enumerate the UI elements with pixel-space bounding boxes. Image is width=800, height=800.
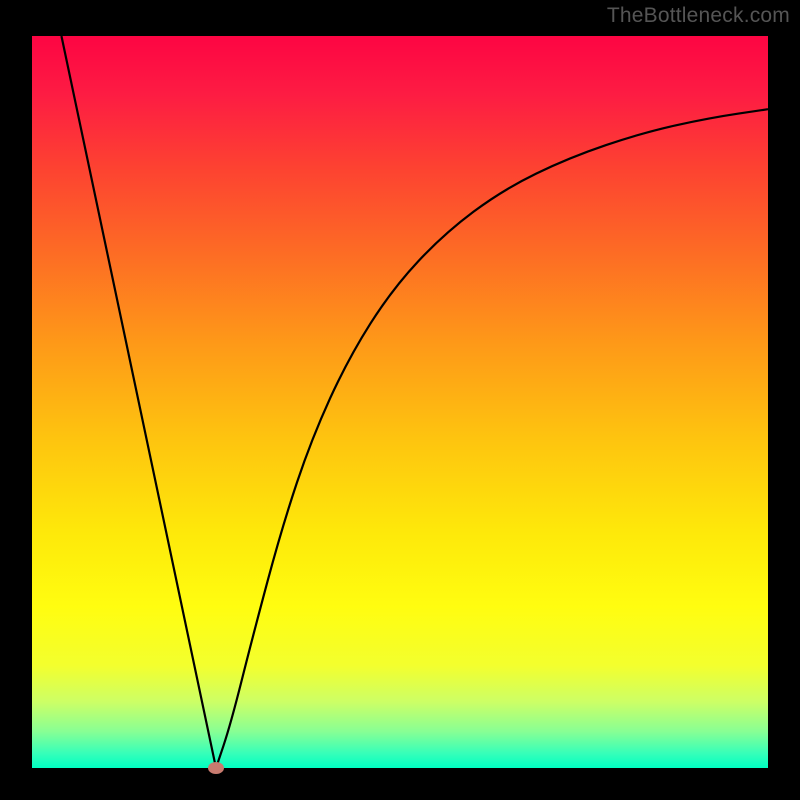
minimum-marker [208, 762, 224, 774]
watermark-text: TheBottleneck.com [607, 4, 790, 28]
plot-svg [0, 0, 800, 800]
chart-canvas: TheBottleneck.com [0, 0, 800, 800]
plot-background [32, 36, 768, 768]
